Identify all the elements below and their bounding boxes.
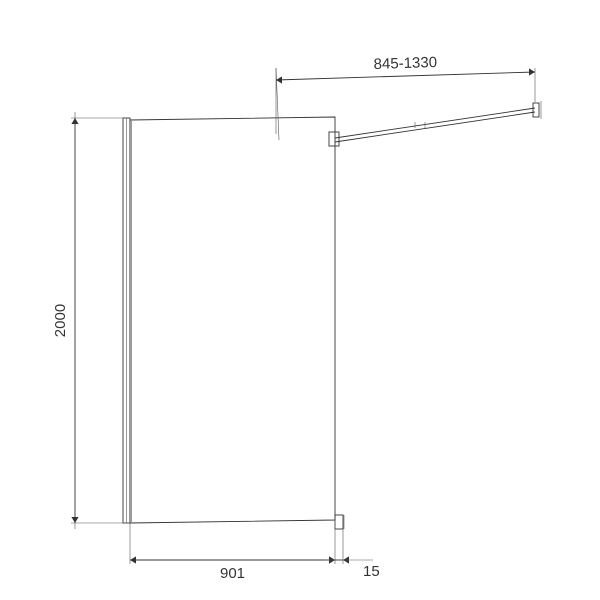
brace-wall-flange <box>533 103 539 117</box>
brace-glass-clamp <box>329 132 339 146</box>
dim-foot-label: 15 <box>363 563 380 580</box>
glass-panel <box>130 117 335 523</box>
dim-height-label: 2000 <box>52 304 69 337</box>
dim-brace-line <box>276 72 535 80</box>
floor-clamp <box>335 515 343 529</box>
brace-bar <box>335 108 535 138</box>
dim-width-label: 901 <box>220 565 245 582</box>
dim-brace-label: 845-1330 <box>373 54 437 73</box>
